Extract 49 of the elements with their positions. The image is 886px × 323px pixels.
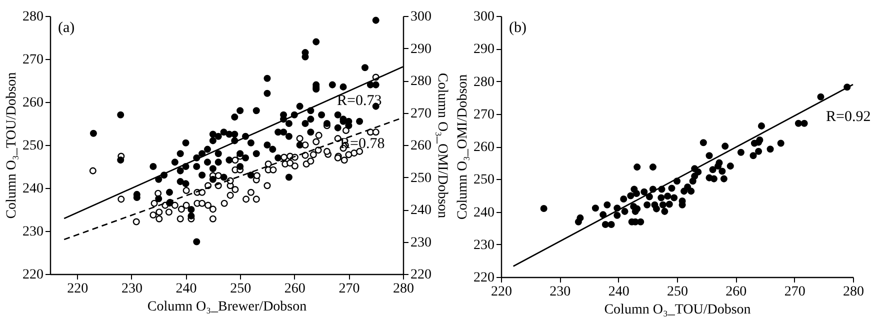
x-tick-label: 240: [176, 282, 197, 296]
y-tick-label: 270: [474, 107, 494, 122]
y-tick-label: 220: [474, 270, 494, 286]
x-tick-label: 260: [726, 284, 747, 300]
y2-tick-label: 300: [410, 10, 432, 24]
y2-tick-label: 260: [410, 138, 432, 154]
x-tick-label: 250: [667, 284, 688, 300]
annotation: R=0.78: [340, 136, 385, 152]
x-tick-label: 280: [393, 282, 414, 296]
y-axis-title: Column O₃_OMI/Dobson: [456, 74, 470, 220]
y-tick-label: 280: [474, 74, 494, 90]
y-tick-label: 270: [22, 52, 44, 68]
y2-axis-title: Column O₃_OMI/Dobson: [434, 72, 450, 218]
y-tick-label: 250: [22, 138, 44, 154]
y-tick-label: 260: [474, 140, 494, 155]
y2-tick-label: 240: [410, 203, 432, 218]
y-tick-label: 230: [474, 238, 494, 253]
y2-tick-label: 290: [410, 42, 432, 57]
annotation: R=0.73: [337, 93, 382, 109]
y2-tick-label: 220: [410, 268, 432, 282]
y2-tick-label: 280: [410, 74, 432, 89]
y-axis-title: Column O₃_TOU/Dobson: [4, 72, 20, 219]
y-tick-label: 290: [474, 42, 494, 58]
y-tick-label: 240: [474, 205, 494, 220]
x-tick-label: 230: [550, 284, 571, 300]
x-tick-label: 240: [608, 284, 630, 300]
x-tick-label: 260: [284, 282, 306, 296]
x-tick-label: 230: [121, 282, 142, 296]
x-tick-label: 270: [784, 284, 806, 300]
y-tick-label: 240: [22, 182, 44, 196]
y2-tick-label: 270: [410, 106, 432, 122]
y-tick-label: 260: [22, 96, 44, 110]
x-tick-label: 250: [230, 282, 252, 296]
x-tick-label: 270: [338, 282, 360, 296]
x-axis-title: Column O₃_TOU/Dobson: [604, 302, 751, 318]
x-axis-title: Column O₃_Brewer/Dobson: [147, 300, 307, 314]
y-tick-label: 220: [22, 268, 44, 282]
annotation: R=0.92: [826, 109, 871, 125]
y-tick-label: 280: [22, 10, 44, 24]
y-tick-label: 230: [22, 224, 44, 240]
y-tick-label: 250: [474, 172, 494, 188]
x-tick-label: 220: [67, 282, 88, 296]
y2-tick-label: 230: [410, 235, 432, 250]
y-tick-label: 300: [474, 10, 494, 24]
chart-title: (b): [509, 20, 526, 36]
y2-tick-label: 250: [410, 170, 432, 186]
chart-title: (a): [58, 20, 75, 36]
x-tick-label: 280: [843, 284, 864, 300]
x-tick-label: 220: [491, 284, 512, 300]
